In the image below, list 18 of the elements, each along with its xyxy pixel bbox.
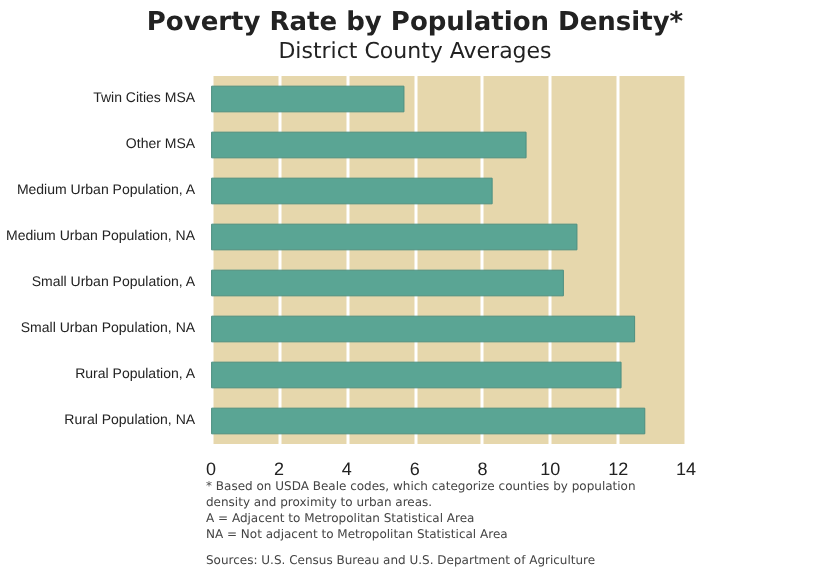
x-tick-label: 8 <box>477 459 488 479</box>
bar <box>211 223 578 251</box>
x-tick-label: 12 <box>608 459 629 479</box>
x-tick-label: 10 <box>540 459 561 479</box>
x-tick-label: 2 <box>273 459 284 479</box>
bar <box>211 269 564 297</box>
x-tick-label: 14 <box>675 459 697 479</box>
bar <box>211 361 622 389</box>
bar <box>211 85 405 113</box>
x-tick-label: 0 <box>206 459 217 479</box>
bar <box>211 407 646 435</box>
x-tick-label: 4 <box>341 459 352 479</box>
chart-subtitle: District County Averages <box>276 38 554 64</box>
bar <box>211 131 527 159</box>
bar <box>211 315 636 343</box>
chart-title: Poverty Rate by Population Density* <box>144 8 686 38</box>
bar <box>211 177 493 205</box>
x-tick-label: 6 <box>409 459 420 479</box>
